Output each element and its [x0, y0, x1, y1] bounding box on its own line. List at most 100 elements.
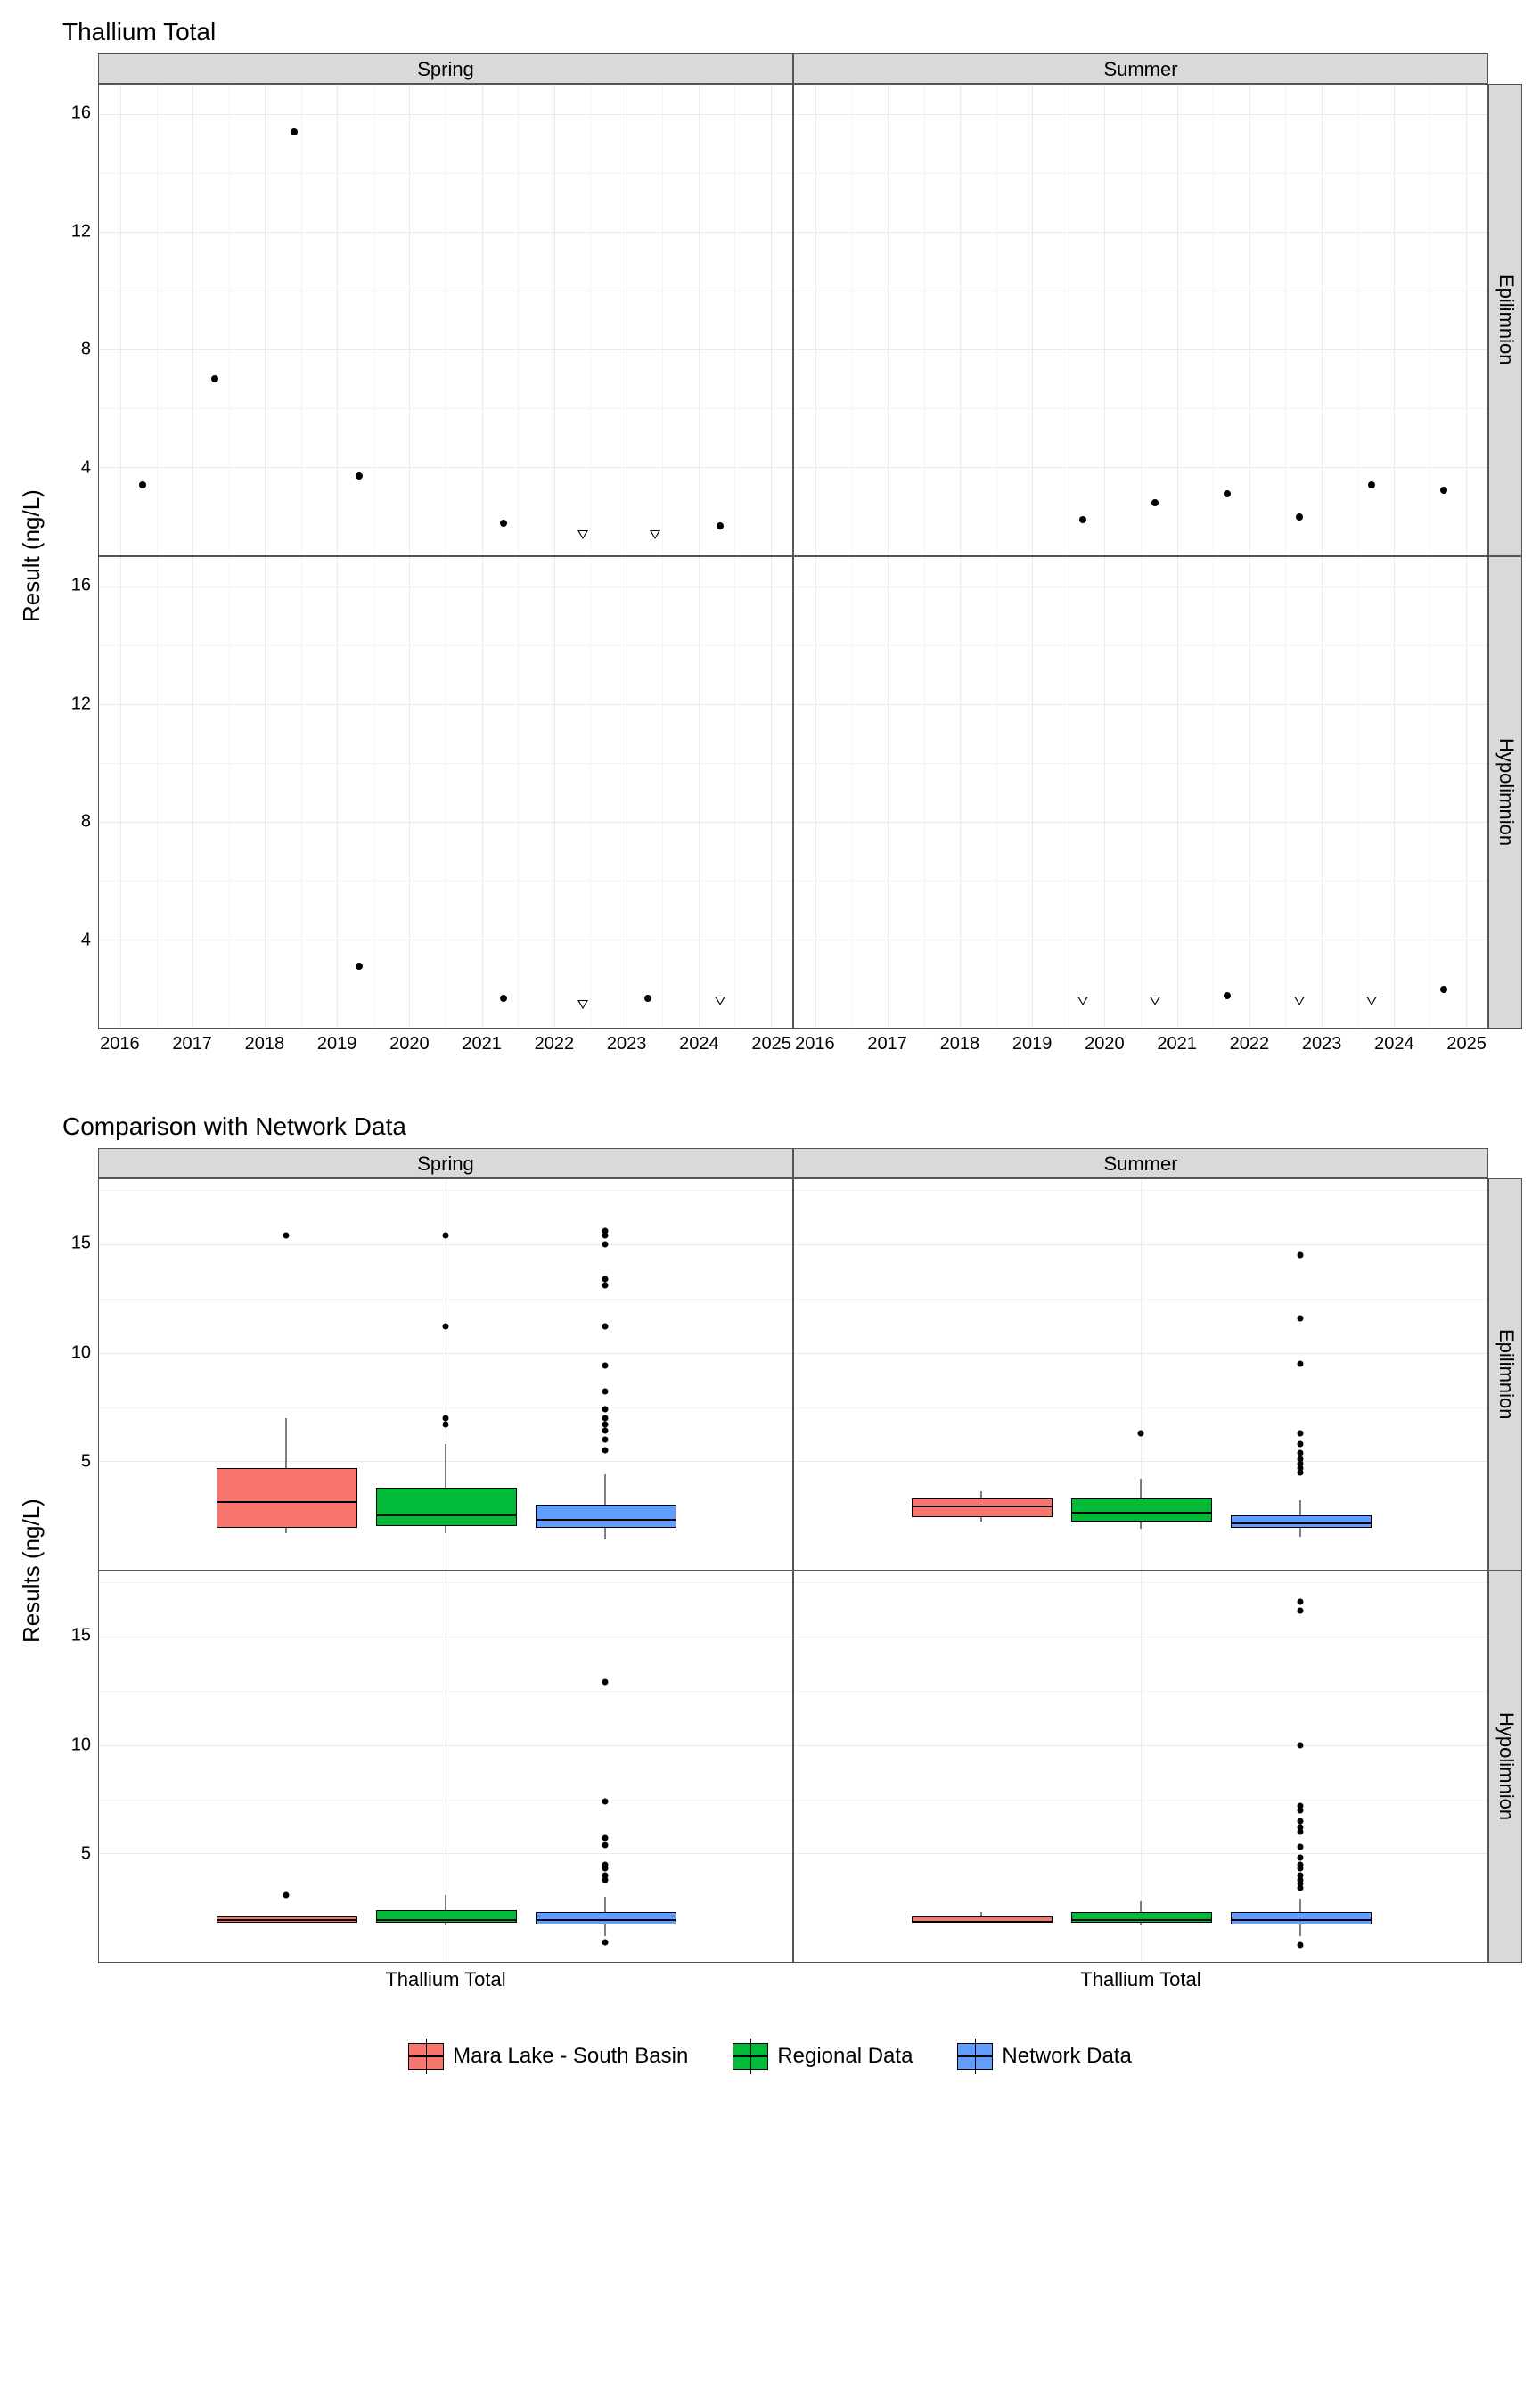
outlier-point	[1297, 1315, 1303, 1321]
chart2-ylab: Results (ng/L)	[18, 1178, 53, 1963]
data-point	[578, 1000, 588, 1009]
outlier-point	[1297, 1941, 1303, 1948]
chart2-xcat-2: Thallium Total	[793, 1963, 1488, 1998]
outlier-point	[602, 1241, 608, 1247]
outlier-point	[602, 1415, 608, 1421]
legend-item: Regional Data	[733, 2043, 913, 2070]
legend-item: Mara Lake - South Basin	[408, 2043, 688, 2070]
outlier-point	[1297, 1430, 1303, 1436]
data-point	[500, 995, 507, 1002]
boxplot-box	[536, 1912, 676, 1924]
chart2-xcat-1: Thallium Total	[98, 1963, 793, 1998]
outlier-point	[602, 1436, 608, 1442]
chart2-yticks-hypo: 51015	[53, 1571, 98, 1963]
outlier-point	[443, 1421, 449, 1427]
legend-key-icon	[733, 2043, 768, 2070]
legend-item: Network Data	[957, 2043, 1131, 2070]
data-point	[650, 530, 660, 539]
boxplot-box	[376, 1488, 517, 1526]
outlier-point	[1297, 1872, 1303, 1878]
panel-spring-epi	[98, 84, 793, 556]
outlier-point	[283, 1891, 290, 1898]
panel2-spring-epi	[98, 1178, 793, 1571]
outlier-point	[602, 1276, 608, 1282]
data-point	[1151, 499, 1159, 506]
data-point	[715, 997, 725, 1005]
outlier-point	[1138, 1430, 1144, 1436]
outlier-point	[602, 1448, 608, 1454]
facet-epilimnion: Epilimnion	[1488, 84, 1522, 556]
outlier-point	[602, 1228, 608, 1235]
chart1-yticks-epi: 481216	[53, 84, 98, 556]
data-point	[1294, 997, 1305, 1005]
data-point	[644, 995, 651, 1002]
outlier-point	[1297, 1818, 1303, 1824]
data-point	[1366, 997, 1377, 1005]
chart1: Spring Summer Result (ng/L) 481216 Epili…	[18, 53, 1522, 1059]
chart1-ylab: Result (ng/L)	[18, 84, 53, 1029]
panel-summer-epi	[793, 84, 1488, 556]
data-point	[1440, 986, 1447, 993]
legend-label: Mara Lake - South Basin	[453, 2044, 688, 2069]
boxplot-box	[912, 1916, 1053, 1923]
outlier-point	[602, 1421, 608, 1427]
panel2-spring-hypo	[98, 1571, 793, 1963]
outlier-point	[602, 1363, 608, 1369]
outlier-point	[602, 1406, 608, 1412]
data-point	[356, 472, 363, 480]
boxplot-box	[217, 1468, 357, 1529]
facet2-summer: Summer	[793, 1148, 1488, 1178]
facet2-epilimnion: Epilimnion	[1488, 1178, 1522, 1571]
outlier-point	[1297, 1252, 1303, 1259]
facet-hypolimnion: Hypolimnion	[1488, 556, 1522, 1029]
outlier-point	[1297, 1742, 1303, 1748]
chart2-title: Comparison with Network Data	[62, 1112, 1522, 1141]
outlier-point	[1297, 1599, 1303, 1605]
boxplot-box	[536, 1505, 676, 1528]
outlier-point	[443, 1233, 449, 1239]
legend-key-icon	[408, 2043, 444, 2070]
data-point	[139, 481, 146, 488]
outlier-point	[1297, 1449, 1303, 1456]
outlier-point	[602, 1872, 608, 1878]
outlier-point	[602, 1842, 608, 1848]
data-point	[1079, 516, 1086, 523]
boxplot-box	[376, 1910, 517, 1923]
boxplot-box	[1231, 1912, 1372, 1924]
outlier-point	[602, 1940, 608, 1946]
boxplot-box	[1231, 1515, 1372, 1528]
data-point	[1224, 992, 1231, 999]
data-point	[578, 530, 588, 539]
panel2-summer-epi	[793, 1178, 1488, 1571]
chart1-title: Thallium Total	[62, 18, 1522, 46]
legend-key-icon	[957, 2043, 993, 2070]
chart1-xticks-summer: 2016201720182019202020212022202320242025	[793, 1029, 1488, 1059]
facet-summer: Summer	[793, 53, 1488, 84]
data-point	[1224, 490, 1231, 497]
outlier-point	[1297, 1456, 1303, 1462]
chart1-yticks-hypo: 481216	[53, 556, 98, 1029]
outlier-point	[602, 1679, 608, 1686]
chart2: Spring Summer Results (ng/L) 51015 Epili…	[18, 1148, 1522, 1998]
outlier-point	[1297, 1855, 1303, 1861]
legend-label: Network Data	[1002, 2044, 1131, 2069]
data-point	[1440, 487, 1447, 494]
outlier-point	[602, 1283, 608, 1289]
facet2-hypolimnion: Hypolimnion	[1488, 1571, 1522, 1963]
boxplot-box	[217, 1916, 357, 1923]
outlier-point	[1297, 1844, 1303, 1850]
data-point	[1150, 997, 1160, 1005]
data-point	[291, 128, 298, 135]
chart1-xticks-spring: 2016201720182019202020212022202320242025	[98, 1029, 793, 1059]
data-point	[356, 963, 363, 970]
facet2-spring: Spring	[98, 1148, 793, 1178]
outlier-point	[1297, 1802, 1303, 1809]
outlier-point	[1297, 1440, 1303, 1447]
outlier-point	[602, 1389, 608, 1395]
data-point	[500, 520, 507, 527]
outlier-point	[602, 1324, 608, 1330]
data-point	[1368, 481, 1375, 488]
outlier-point	[1297, 1360, 1303, 1366]
data-point	[1296, 513, 1303, 521]
outlier-point	[602, 1428, 608, 1434]
